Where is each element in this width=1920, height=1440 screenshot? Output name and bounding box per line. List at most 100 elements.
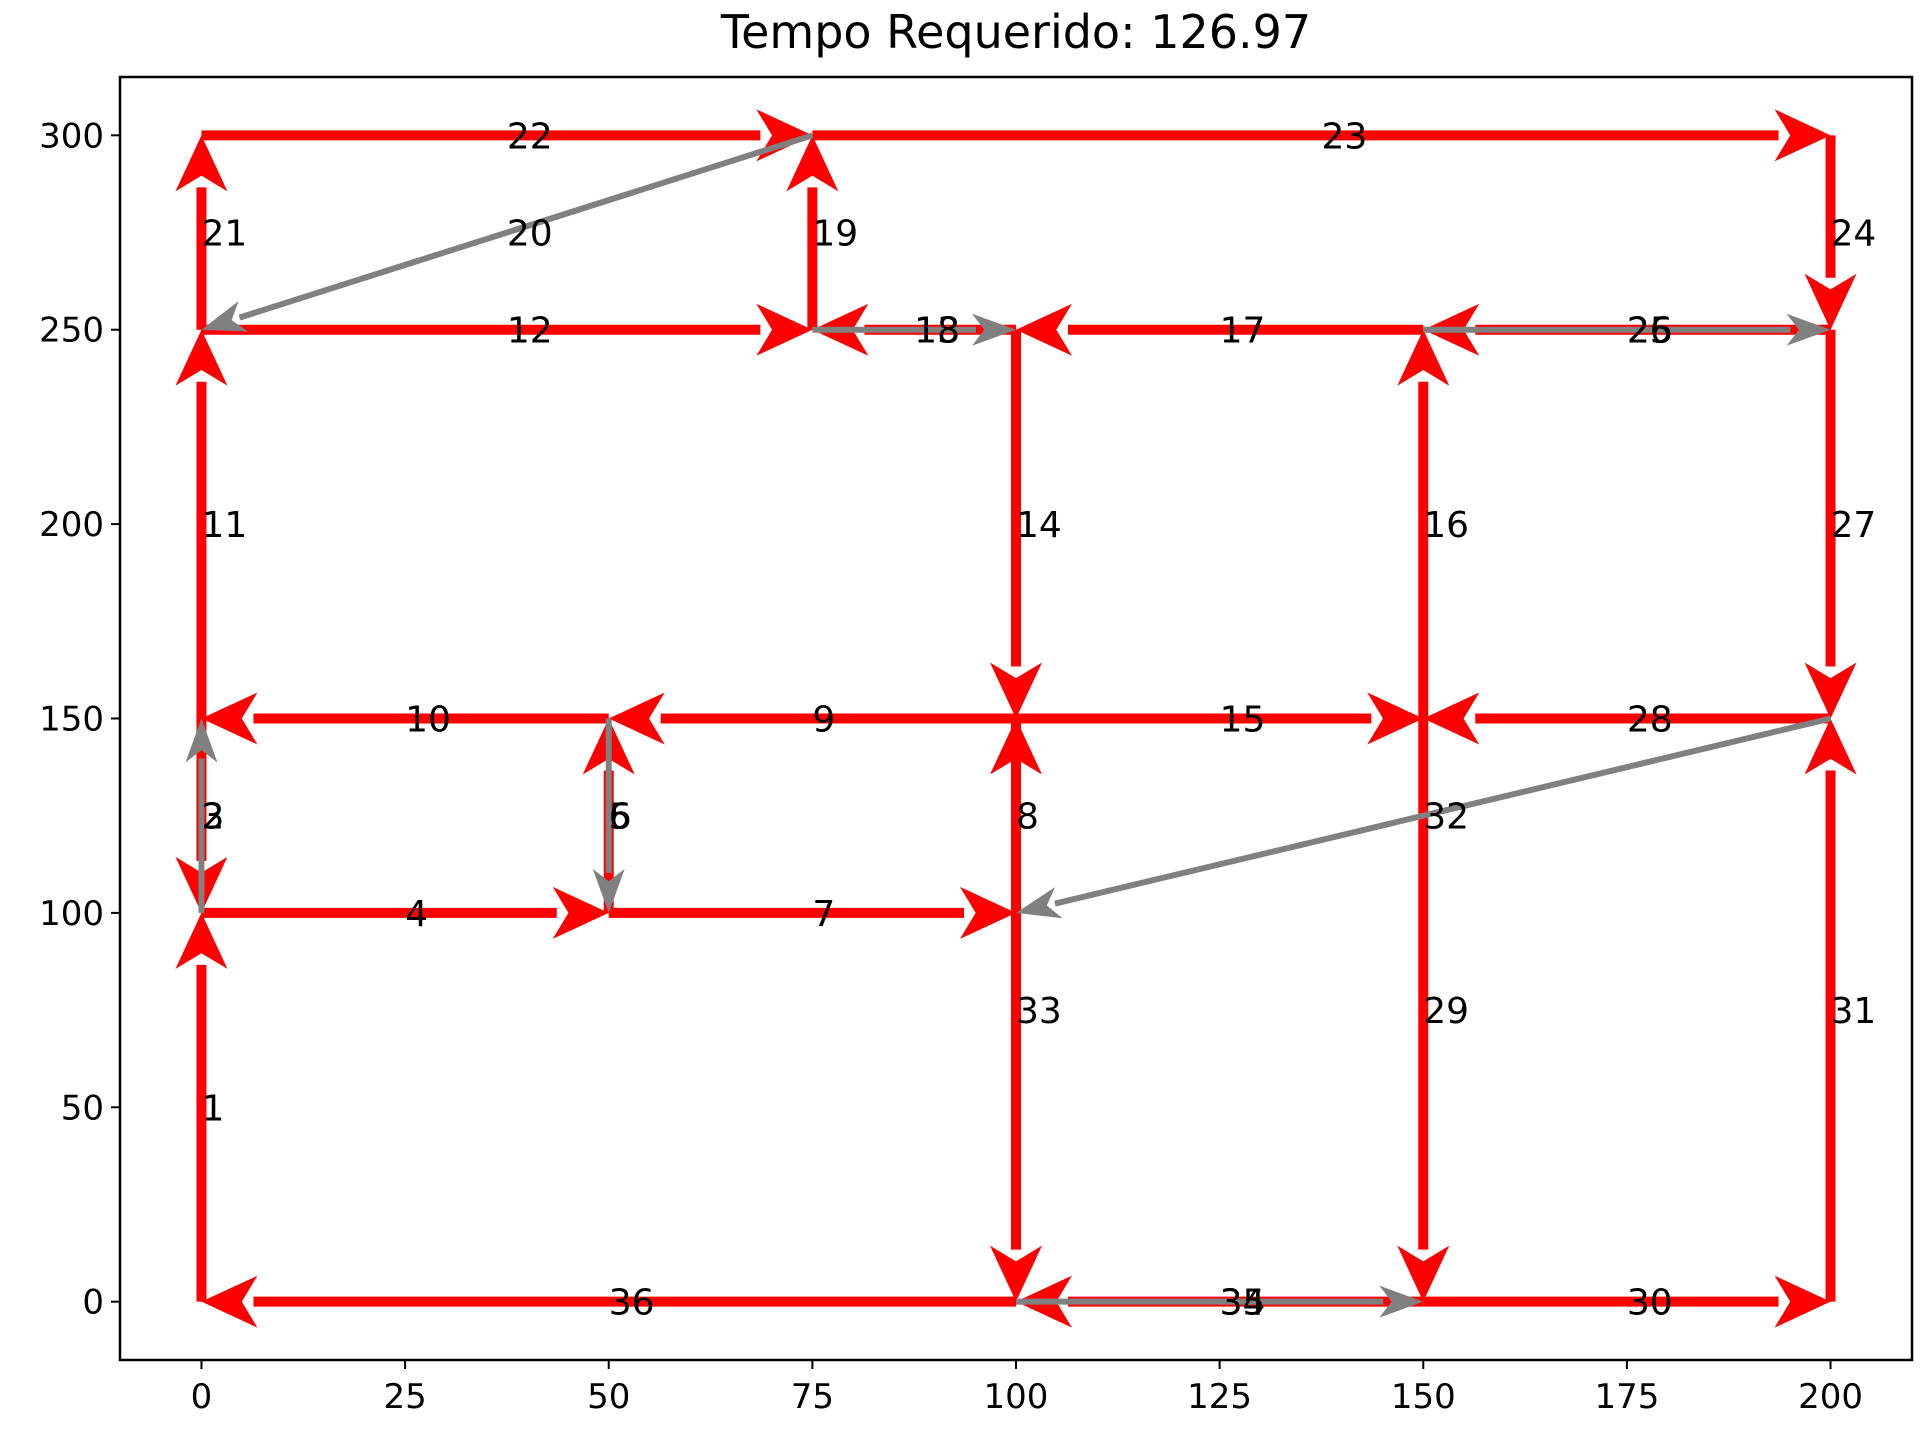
edge-arrow-12 — [201, 303, 813, 356]
edge-arrowhead — [1367, 692, 1424, 745]
edge-label-28: 28 — [1627, 700, 1673, 741]
edge-arrow-36 — [201, 1275, 1016, 1328]
edge-label-36: 36 — [609, 1283, 655, 1324]
y-tick-label: 100 — [39, 894, 104, 934]
edge-arrow-1 — [175, 912, 228, 1302]
edge-label-10: 10 — [405, 700, 451, 741]
edge-arrow-21 — [175, 135, 228, 330]
edge-arrow-15 — [1016, 692, 1424, 745]
edge-shaft — [238, 132, 814, 321]
edge-label-25: 25 — [1627, 311, 1673, 352]
edge-label-27: 27 — [1831, 505, 1877, 546]
edge-arrow-4 — [201, 886, 609, 939]
edge-label-30: 30 — [1627, 1283, 1673, 1324]
y-tick-label: 250 — [39, 311, 104, 351]
edge-label-11: 11 — [201, 505, 247, 546]
edge-arrowhead — [592, 868, 625, 913]
edge-arrow-32 — [1016, 715, 1832, 919]
edge-label-26: 26 — [1627, 311, 1673, 352]
edge-arrow-33 — [990, 718, 1042, 1302]
x-tick-label: 50 — [587, 1377, 630, 1417]
edge-arrow-25 — [1423, 313, 1831, 346]
edge-arrow-16 — [1397, 329, 1450, 719]
edge-arrowhead — [1774, 109, 1831, 162]
edge-label-34: 34 — [1220, 1283, 1266, 1324]
y-tick-label: 300 — [39, 116, 104, 156]
edge-arrowhead — [1397, 1245, 1450, 1302]
x-tick-label: 100 — [984, 1377, 1049, 1417]
edge-arrowhead — [1379, 1285, 1424, 1318]
edge-arrowhead — [1016, 303, 1072, 356]
edge-label-31: 31 — [1831, 991, 1877, 1032]
edge-arrowhead — [990, 1245, 1042, 1302]
edge-label-23: 23 — [1321, 116, 1367, 157]
edge-arrowhead — [972, 313, 1016, 346]
edge-label-19: 19 — [812, 214, 858, 255]
edge-arrowhead — [786, 135, 839, 192]
edge-arrow-23 — [812, 109, 1831, 162]
edge-label-2: 2 — [201, 797, 224, 838]
y-tick-label: 200 — [39, 505, 104, 545]
y-tick-label: 0 — [82, 1283, 104, 1323]
edge-label-13: 13 — [914, 311, 960, 352]
x-tick-label: 150 — [1391, 1377, 1456, 1417]
edge-arrow-14 — [990, 329, 1042, 719]
edge-label-22: 22 — [507, 116, 553, 157]
edge-arrow-7 — [608, 886, 1016, 939]
edge-arrow-5 — [592, 718, 625, 913]
edge-arrow-35 — [1016, 1285, 1424, 1318]
edge-arrowhead — [201, 1275, 258, 1328]
x-tick-label: 175 — [1594, 1377, 1659, 1417]
edge-arrow-11 — [175, 329, 228, 719]
edge-arrowhead — [1786, 313, 1831, 346]
edge-label-16: 16 — [1423, 505, 1469, 546]
edge-label-15: 15 — [1220, 700, 1266, 741]
edge-label-29: 29 — [1423, 991, 1469, 1032]
edge-arrow-2 — [185, 718, 218, 913]
edge-arrowhead — [990, 662, 1042, 719]
edge-arrowhead — [175, 912, 228, 969]
edge-label-9: 9 — [812, 700, 835, 741]
x-tick-label: 200 — [1798, 1377, 1863, 1417]
edge-label-8: 8 — [1016, 797, 1039, 838]
edge-label-17: 17 — [1220, 311, 1266, 352]
edge-arrowhead — [1774, 1275, 1831, 1328]
edge-label-32: 32 — [1423, 797, 1469, 838]
edge-arrow-19 — [786, 135, 839, 330]
y-tick-label: 50 — [61, 1088, 104, 1128]
edge-label-21: 21 — [201, 214, 247, 255]
edge-arrow-30 — [1423, 1275, 1831, 1328]
edge-label-18: 18 — [914, 311, 960, 352]
edge-arrowhead — [608, 692, 665, 745]
x-tick-label: 25 — [383, 1377, 426, 1417]
y-tick-label: 150 — [39, 700, 104, 740]
edge-arrow-24 — [1804, 135, 1857, 330]
edge-arrowhead — [185, 718, 218, 763]
edge-arrow-29 — [1397, 718, 1450, 1302]
edge-arrow-31 — [1804, 718, 1857, 1302]
x-axis: 0 25 50 75 100 125 150 175 200 — [191, 1360, 1863, 1417]
edge-label-14: 14 — [1016, 505, 1062, 546]
edge-label-35: 35 — [1220, 1283, 1266, 1324]
edge-label-4: 4 — [405, 894, 428, 935]
edge-arrow-10 — [201, 692, 609, 745]
edge-arrowhead — [175, 135, 228, 192]
edge-arrowhead — [1804, 718, 1857, 775]
edge-arrow-28 — [1423, 692, 1831, 745]
edge-arrowhead — [1016, 887, 1063, 919]
edge-shaft — [1054, 715, 1832, 907]
edge-label-33: 33 — [1016, 991, 1062, 1032]
edge-label-7: 7 — [812, 894, 835, 935]
edge-label-3: 3 — [201, 797, 224, 838]
chart-title: Tempo Requerido: 126.97 — [720, 5, 1311, 59]
edge-arrow-27 — [1804, 329, 1857, 719]
edge-label-12: 12 — [507, 311, 553, 352]
edge-arrowhead — [201, 692, 258, 745]
edge-arrowhead — [1804, 662, 1857, 719]
edge-label-1: 1 — [201, 1088, 224, 1129]
edge-label-20: 20 — [507, 214, 553, 255]
y-axis: 0 50 100 150 200 250 300 — [39, 116, 120, 1323]
edge-arrow-17 — [1016, 303, 1424, 356]
